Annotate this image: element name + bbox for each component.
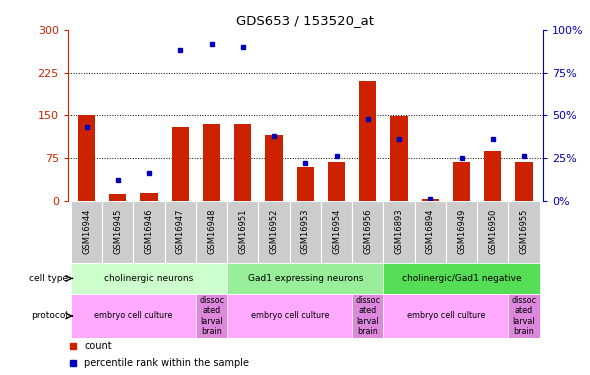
Text: GSM16954: GSM16954	[332, 209, 341, 254]
Bar	[196, 201, 227, 262]
Text: protocol: protocol	[31, 311, 68, 320]
Text: embryo cell culture: embryo cell culture	[251, 311, 329, 320]
Text: GSM16953: GSM16953	[301, 209, 310, 254]
Bar	[328, 162, 345, 201]
Bar	[266, 135, 283, 201]
Text: GSM16955: GSM16955	[520, 209, 529, 254]
Bar	[227, 201, 258, 262]
Bar	[234, 124, 251, 201]
Text: percentile rank within the sample: percentile rank within the sample	[84, 358, 250, 368]
Bar	[516, 162, 533, 201]
Bar	[258, 201, 290, 262]
Text: count: count	[84, 341, 112, 351]
Bar	[477, 201, 509, 262]
Text: GSM16948: GSM16948	[207, 209, 216, 254]
Bar	[109, 194, 126, 201]
Bar	[422, 199, 439, 201]
Bar	[165, 201, 196, 262]
Text: GSM16894: GSM16894	[426, 209, 435, 254]
Bar	[71, 201, 102, 262]
Text: cell type: cell type	[30, 274, 68, 283]
Bar	[352, 201, 384, 262]
Bar	[509, 201, 540, 262]
Bar	[453, 162, 470, 201]
Bar	[321, 201, 352, 262]
Bar	[227, 294, 352, 338]
Bar	[384, 262, 540, 294]
Text: GSM16952: GSM16952	[270, 209, 278, 254]
Bar	[446, 201, 477, 262]
Bar	[71, 294, 196, 338]
Text: GSM16945: GSM16945	[113, 209, 122, 254]
Bar	[196, 294, 227, 338]
Text: GSM16944: GSM16944	[82, 209, 91, 254]
Text: cholinergic/Gad1 negative: cholinergic/Gad1 negative	[402, 274, 522, 283]
Bar	[509, 294, 540, 338]
Bar	[384, 294, 509, 338]
Text: dissoc
ated
larval
brain: dissoc ated larval brain	[512, 296, 537, 336]
Bar	[297, 166, 314, 201]
Bar	[172, 127, 189, 201]
Bar	[290, 201, 321, 262]
Bar	[133, 201, 165, 262]
Bar	[359, 81, 376, 201]
Bar	[391, 117, 408, 201]
Bar	[78, 116, 95, 201]
Text: Gad1 expressing neurons: Gad1 expressing neurons	[248, 274, 363, 283]
Text: GSM16893: GSM16893	[395, 209, 404, 254]
Bar	[415, 201, 446, 262]
Text: GSM16947: GSM16947	[176, 209, 185, 254]
Bar	[384, 201, 415, 262]
Text: embryo cell culture: embryo cell culture	[407, 311, 485, 320]
Bar	[227, 262, 384, 294]
Text: GSM16946: GSM16946	[145, 209, 153, 254]
Text: GSM16949: GSM16949	[457, 209, 466, 254]
Text: embryo cell culture: embryo cell culture	[94, 311, 173, 320]
Title: GDS653 / 153520_at: GDS653 / 153520_at	[237, 15, 374, 27]
Text: dissoc
ated
larval
brain: dissoc ated larval brain	[355, 296, 381, 336]
Bar	[102, 201, 133, 262]
Text: GSM16956: GSM16956	[363, 209, 372, 254]
Bar	[203, 124, 220, 201]
Text: GSM16951: GSM16951	[238, 209, 247, 254]
Bar	[352, 294, 384, 338]
Bar	[140, 193, 158, 201]
Bar	[484, 151, 502, 201]
Text: cholinergic neurons: cholinergic neurons	[104, 274, 194, 283]
Text: GSM16950: GSM16950	[489, 209, 497, 254]
Bar	[71, 262, 227, 294]
Text: dissoc
ated
larval
brain: dissoc ated larval brain	[199, 296, 224, 336]
